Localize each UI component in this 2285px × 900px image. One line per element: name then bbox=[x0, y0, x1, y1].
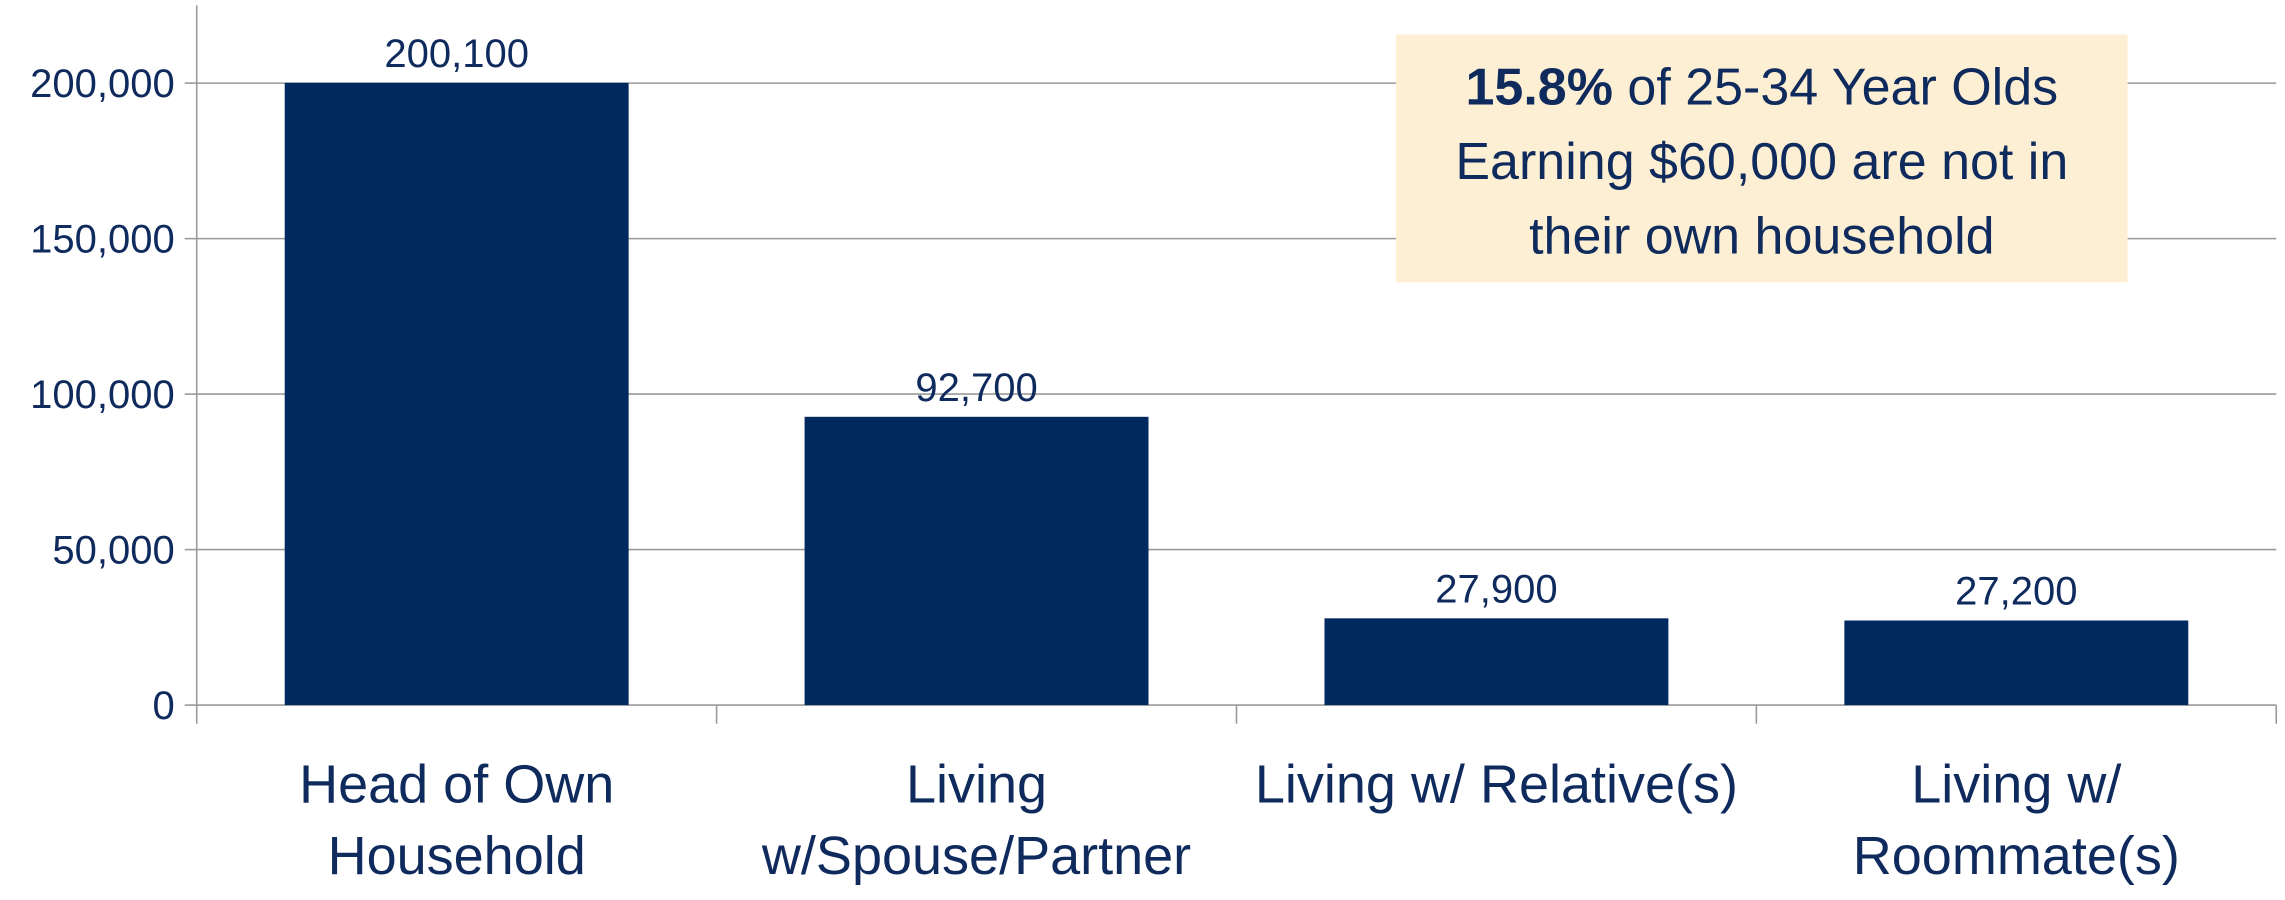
x-tick-label: Head of Own Household bbox=[299, 755, 614, 887]
x-tick-label: Living w/Spouse/Partner bbox=[761, 755, 1191, 887]
y-tick-label: 100,000 bbox=[30, 373, 175, 417]
annotation: 15.8% of 25-34 Year Olds Earning $60,000 … bbox=[1455, 59, 2068, 266]
value-label: 27,200 bbox=[1955, 570, 2077, 614]
annotation-box bbox=[1396, 34, 2128, 283]
bar bbox=[804, 416, 1149, 706]
x-tick-label: Living w/ Relative(s) bbox=[1255, 755, 1738, 815]
y-tick-label: 50,000 bbox=[52, 529, 174, 573]
bar bbox=[1324, 618, 1669, 706]
y-tick-label: 0 bbox=[152, 684, 174, 728]
value-label: 200,100 bbox=[384, 32, 529, 76]
value-label: 92,700 bbox=[915, 366, 1037, 410]
y-tick-label: 150,000 bbox=[30, 218, 175, 262]
bar bbox=[1844, 620, 2189, 706]
annotation-highlight: 15.8% bbox=[1466, 59, 1613, 117]
bar bbox=[284, 82, 629, 706]
value-label: 27,900 bbox=[1435, 567, 1557, 611]
x-tick-label: Living w/Roommate(s) bbox=[1853, 755, 2180, 887]
y-tick-label: 200,000 bbox=[30, 62, 175, 106]
